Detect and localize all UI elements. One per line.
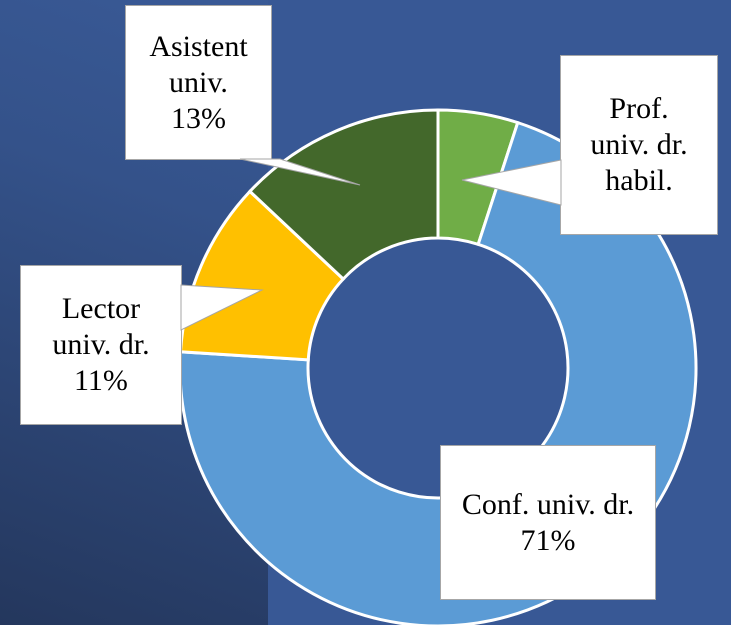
data-label: Asistent univ. 13% bbox=[125, 5, 272, 160]
category-label: Conf. univ. dr. bbox=[461, 487, 635, 521]
data-label: Lector univ. dr. 11% bbox=[20, 265, 182, 425]
donut-slice bbox=[247, 108, 440, 282]
category-label: Asistent univ. bbox=[149, 29, 248, 99]
value-label: 13% bbox=[171, 101, 226, 135]
data-label: Conf. univ. dr. 71% bbox=[440, 445, 656, 600]
value-label: 71% bbox=[520, 523, 576, 557]
category-label: Lector univ. dr. bbox=[52, 292, 150, 361]
data-label: Prof. univ. dr. habil. bbox=[560, 55, 718, 235]
value-label: 11% bbox=[74, 364, 128, 397]
category-label: Prof. univ. dr. habil. bbox=[590, 92, 688, 197]
